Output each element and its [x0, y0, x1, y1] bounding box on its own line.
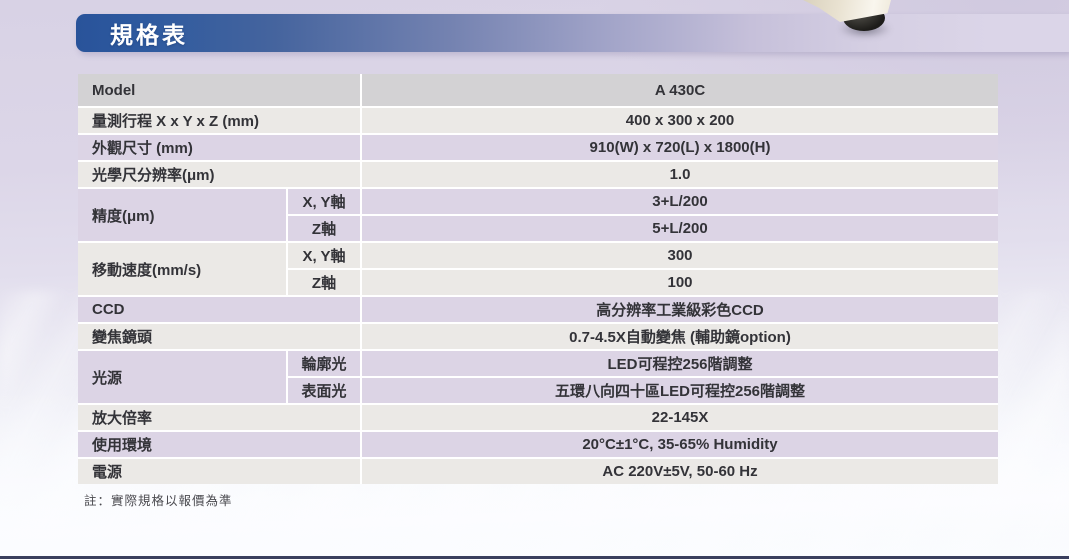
table-row-scale-resolution: 光學尺分辨率(μm) 1.0 [78, 162, 998, 187]
subrow-value: 五環八向四十區LED可程控256階調整 [362, 378, 998, 403]
row-label: CCD [78, 297, 360, 322]
table-subrow: 輪廓光 LED可程控256階調整 [288, 351, 998, 376]
row-value: 910(W) x 720(L) x 1800(H) [362, 135, 998, 160]
table-row-dimensions: 外觀尺寸 (mm) 910(W) x 720(L) x 1800(H) [78, 135, 998, 160]
row-value: 400 x 300 x 200 [362, 108, 998, 133]
row-label: Model [78, 74, 360, 106]
table-row-ccd: CCD 高分辨率工業級彩色CCD [78, 297, 998, 322]
subrow-label: X, Y軸 [288, 189, 360, 214]
subrow-label: Z軸 [288, 216, 360, 241]
spec-table: Model A 430C 量測行程 X x Y x Z (mm) 400 x 3… [78, 74, 998, 484]
row-label: 光源 [78, 351, 286, 403]
subrow-label: 輪廓光 [288, 351, 360, 376]
subrow-value: 300 [362, 243, 998, 268]
subrow-label: 表面光 [288, 378, 360, 403]
subrow-value: 5+L/200 [362, 216, 998, 241]
subrow-label: X, Y軸 [288, 243, 360, 268]
table-row-zoom-lens: 變焦鏡頭 0.7-4.5X自動變焦 (輔助鏡option) [78, 324, 998, 349]
row-value: 0.7-4.5X自動變焦 (輔助鏡option) [362, 324, 998, 349]
row-value: 20°C±1°C, 35-65% Humidity [362, 432, 998, 457]
row-label: 放大倍率 [78, 405, 360, 430]
row-label: 使用環境 [78, 432, 360, 457]
subrow-value: 100 [362, 270, 998, 295]
table-row-group-accuracy: 精度(μm) X, Y軸 3+L/200 Z軸 5+L/200 [78, 189, 998, 241]
row-label: 量測行程 X x Y x Z (mm) [78, 108, 360, 133]
row-label: 電源 [78, 459, 360, 484]
page-title: 規格表 [110, 22, 188, 48]
subrow-value: LED可程控256階調整 [362, 351, 998, 376]
table-subrow: 表面光 五環八向四十區LED可程控256階調整 [288, 378, 998, 403]
table-row-travel: 量測行程 X x Y x Z (mm) 400 x 300 x 200 [78, 108, 998, 133]
subrow-value: 3+L/200 [362, 189, 998, 214]
row-value: 22-145X [362, 405, 998, 430]
table-subrow: Z軸 5+L/200 [288, 216, 998, 241]
row-label: 移動速度(mm/s) [78, 243, 286, 295]
row-value: 高分辨率工業級彩色CCD [362, 297, 998, 322]
subrow-label: Z軸 [288, 270, 360, 295]
bottom-bar [0, 556, 1069, 559]
table-row-group-light-source: 光源 輪廓光 LED可程控256階調整 表面光 五環八向四十區LED可程控256… [78, 351, 998, 403]
table-row-power: 電源 AC 220V±5V, 50-60 Hz [78, 459, 998, 484]
table-subrow: X, Y軸 3+L/200 [288, 189, 998, 214]
row-label: 光學尺分辨率(μm) [78, 162, 360, 187]
table-row-group-speed: 移動速度(mm/s) X, Y軸 300 Z軸 100 [78, 243, 998, 295]
section-title-bar: 規格表 [76, 14, 1069, 52]
table-row-model: Model A 430C [78, 74, 998, 106]
row-value: A 430C [362, 74, 998, 106]
table-row-environment: 使用環境 20°C±1°C, 35-65% Humidity [78, 432, 998, 457]
footnote: 註：實際規格以報價為準 [84, 494, 233, 508]
table-subrow: Z軸 100 [288, 270, 998, 295]
row-value: 1.0 [362, 162, 998, 187]
row-label: 精度(μm) [78, 189, 286, 241]
table-row-magnification: 放大倍率 22-145X [78, 405, 998, 430]
table-subrow: X, Y軸 300 [288, 243, 998, 268]
row-value: AC 220V±5V, 50-60 Hz [362, 459, 998, 484]
row-label: 外觀尺寸 (mm) [78, 135, 360, 160]
row-label: 變焦鏡頭 [78, 324, 360, 349]
